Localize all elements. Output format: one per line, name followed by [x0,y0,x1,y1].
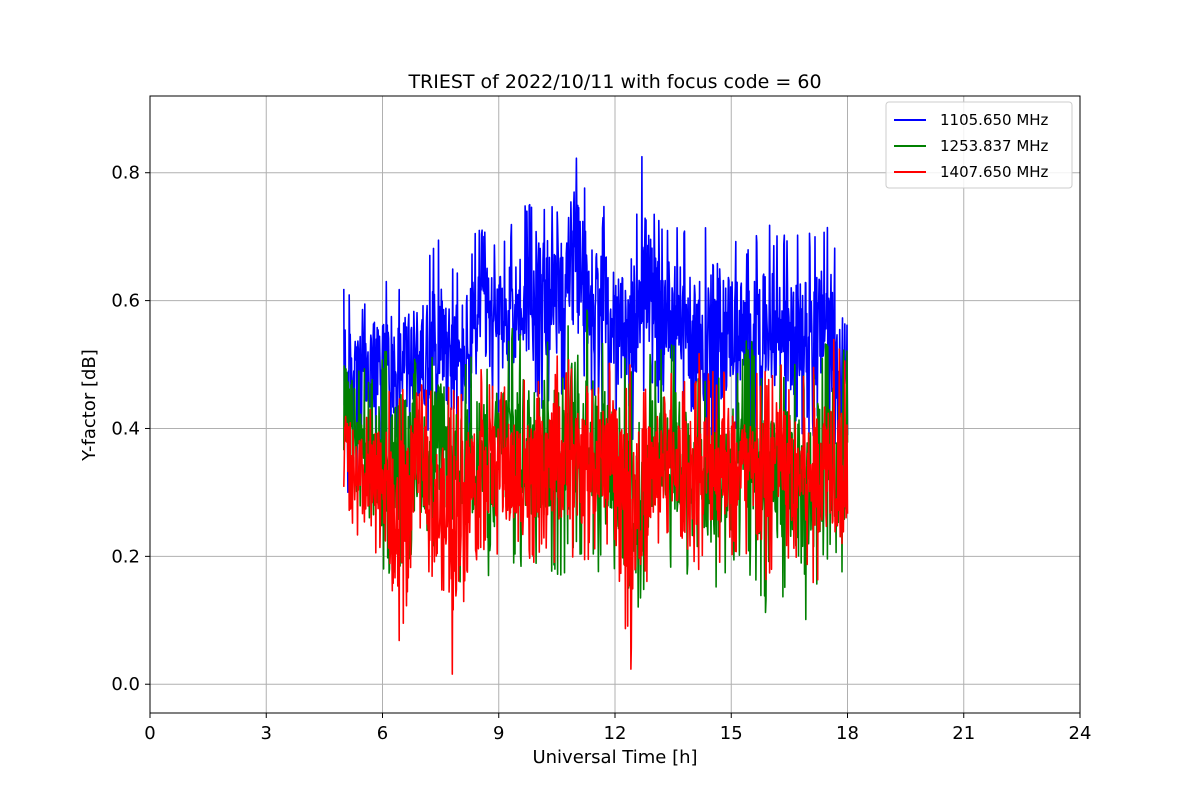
chart-title: TRIEST of 2022/10/11 with focus code = 6… [407,71,821,93]
x-axis-label: Universal Time [h] [532,747,697,768]
x-tick-label: 15 [720,723,743,744]
x-tick-label: 3 [261,723,272,744]
legend-label: 1105.650 MHz [940,111,1049,129]
series-line [343,338,849,675]
series-layer [343,155,849,675]
legend-label: 1407.650 MHz [940,163,1049,181]
x-tick-label: 0 [144,723,155,744]
y-tick-label: 0.4 [111,418,140,439]
x-tick-label: 6 [377,723,388,744]
y-axis-label: Y-factor [dB] [79,349,100,462]
x-tick-label: 24 [1069,723,1092,744]
y-tick-label: 0.8 [111,163,140,184]
x-tick-label: 21 [952,723,975,744]
ticks: 0 3 6 9 12 15 18 21 24 0.0 0.2 0.4 0.6 0.8 [111,163,1091,744]
y-tick-label: 0.0 [111,674,140,695]
legend-box [885,101,1073,189]
x-tick-label: 18 [836,723,859,744]
y-tick-label: 0.6 [111,291,140,312]
x-tick-label: 9 [493,723,504,744]
x-tick-label: 12 [604,723,627,744]
legend: 1105.650 MHz 1253.837 MHz 1407.650 MHz [885,101,1073,189]
legend-label: 1253.837 MHz [940,137,1049,155]
y-tick-label: 0.2 [111,546,140,567]
series-line [343,155,849,493]
